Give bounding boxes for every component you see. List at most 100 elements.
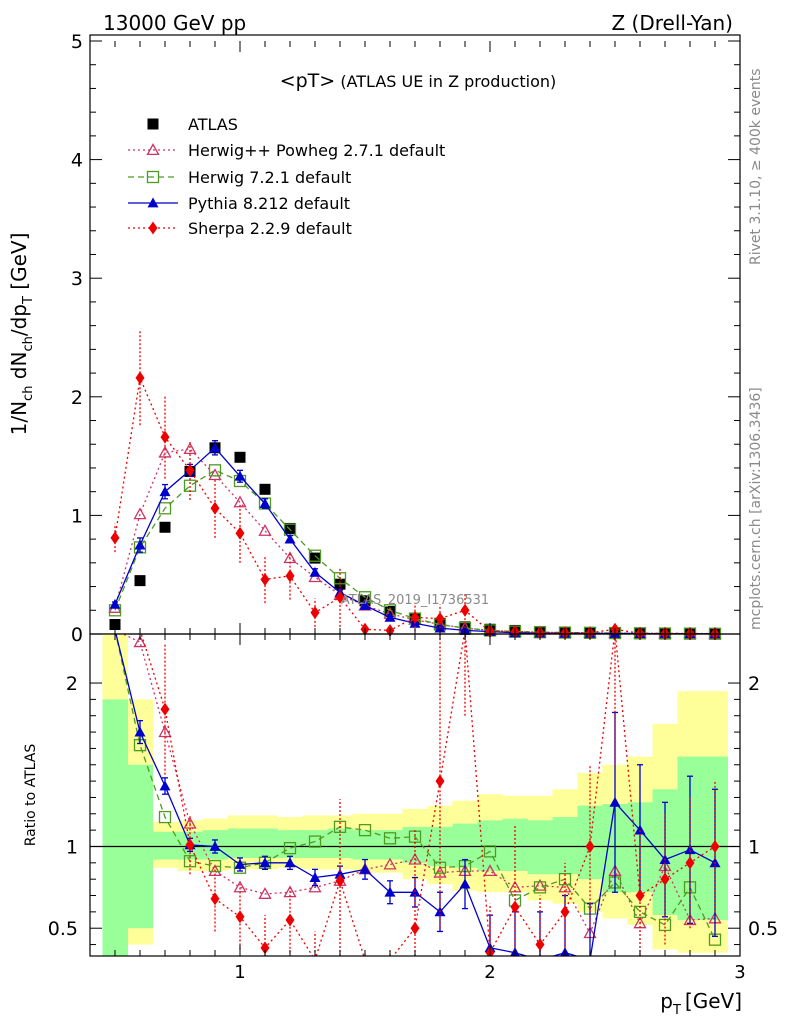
main-y-tick-label: 4 [71,150,83,172]
main-data-point [284,522,296,534]
ratio-data-point [208,859,222,873]
legend-entry-herwig-7-2-1-default: Herwig 7.2.1 default [128,168,351,187]
main-series-line [114,469,716,635]
ratio-data-point [435,774,445,788]
ratio-data-point [159,780,171,791]
main-data-point [410,610,420,624]
ratio-data-point [335,874,345,888]
main-data-point [183,442,197,455]
ylabel-part-3: /dp [7,304,31,336]
green-band-bin [552,817,578,875]
main-data-point [259,483,271,495]
ratio-y-tick-label: 1 [66,836,78,858]
ratio-data-point [160,702,170,716]
ratio-y-tick-label-right: 1 [748,836,760,858]
ratio-data-point [433,865,447,878]
ratio-data-point [383,832,397,845]
ratio-data-point [233,880,247,893]
main-data-point [133,507,147,520]
main-y-axis-label: 1/Nch dNch/dpT [GeV] [7,233,36,436]
main-data-point [310,606,320,620]
main-data-point [208,468,222,481]
ratio-data-point [660,872,670,886]
ylabel-sub-1: ch [21,386,36,401]
legend-marker [147,197,159,208]
ratio-data-point [284,857,296,868]
ratio-data-point [635,889,645,903]
legend-marker [147,118,159,130]
x-tick-label: 1 [234,962,245,983]
main-data-point [335,590,345,604]
main-data-point [384,605,396,617]
ratio-data-point [510,900,520,914]
ratio-data-point [185,838,195,852]
main-data-point [134,539,146,550]
main-series-pythia-8-212-default [109,440,721,639]
ratio-plot-panel: 1 2 3 0.5 0.5 1 1 2 2 Ratio to ATLAS pT [GeV] [23,633,778,1018]
ylabel-part-4: [GeV] [7,233,31,296]
legend-entry-pythia-8-212-default: Pythia 8.212 default [128,194,350,213]
green-band-bin [527,820,553,875]
legend-entry-sherpa-2-2-9-default: Sherpa 2.2.9 default [128,219,352,238]
x-axis-label: pT [GeV] [660,989,742,1018]
ratio-data-point [209,840,221,851]
legend-entry-herwig-powheg-2-7-1-default: Herwig++ Powheg 2.7.1 default [128,141,445,160]
legend-marker [146,143,160,156]
green-band-bin [402,826,428,863]
main-y-tick-label: 5 [71,31,83,53]
ratio-data-point [410,921,420,935]
ratio-data-point [158,810,172,824]
mcplots-reference-label: mcplots.cern.ch [arXiv:1306.3436] [748,387,764,630]
ratio-data-point [533,881,547,894]
ratio-data-point [258,887,272,899]
main-data-point [258,523,272,536]
ratio-data-point [259,857,271,868]
analysis-watermark: ATLAS_2019_I1736531 [341,593,489,608]
main-y-tick-label: 2 [71,387,83,409]
legend-label: Sherpa 2.2.9 default [188,219,352,238]
main-data-point [460,603,470,617]
main-data-point [185,463,195,477]
main-data-point [159,521,171,533]
green-band-bin [152,831,178,860]
xlabel-unit: [GeV] [685,989,742,1013]
main-data-point [209,442,221,453]
ratio-series-line [115,634,716,940]
main-data-point [109,598,121,609]
main-data-point [234,451,246,463]
main-data-point [135,371,145,385]
main-data-point [333,572,347,585]
green-band-bin [102,699,128,956]
main-data-point [159,486,171,497]
main-data-point [309,566,321,577]
header-collision: 13000 GeV pp [103,11,246,35]
ratio-data-point [634,824,646,835]
main-data-point [234,470,246,481]
green-band-bin [377,830,403,860]
ratio-data-point [308,835,322,848]
ratio-y-tick-label-right: 2 [748,673,760,695]
ratio-data-point [235,910,245,924]
ratio-data-point [683,913,697,926]
main-data-point [158,445,172,458]
ratio-data-point [308,880,322,893]
main-data-point [384,611,396,622]
ratio-data-point [285,913,295,927]
main-data-point [109,619,121,631]
ratio-data-point [309,872,321,882]
main-data-point [285,569,295,583]
main-data-point [134,575,146,587]
ylabel-part-1: 1/N [7,401,31,435]
ratio-data-point [158,725,172,738]
main-title-observable: <pT> [280,70,336,92]
ratio-data-point [210,892,220,906]
ratio-data-point [535,938,545,952]
main-data-point [259,498,271,508]
ratio-data-point [359,863,371,874]
ratio-y-axis-label: Ratio to ATLAS [23,744,39,847]
ratio-data-point [710,839,720,853]
ratio-data-point [533,878,547,891]
ratio-data-point [558,873,572,886]
legend: ATLAS Herwig++ Powheg 2.7.1 default Herwig… [128,115,445,238]
green-uncertainty-band [102,699,728,956]
